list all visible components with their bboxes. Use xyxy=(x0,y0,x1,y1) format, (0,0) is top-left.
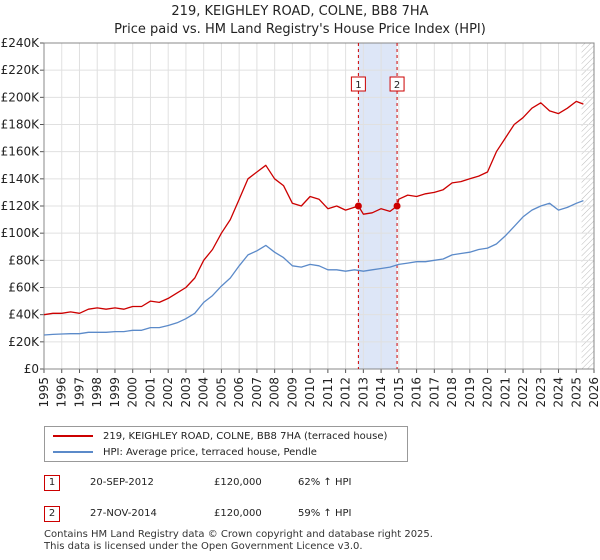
sale-row: 2 27-NOV-2014 £120,000 59% ↑ HPI xyxy=(44,505,464,523)
x-tick-label: 1995 xyxy=(37,377,51,408)
x-tick-label: 2006 xyxy=(232,377,246,408)
y-tick-label: £0 xyxy=(24,362,39,376)
x-tick-label: 2021 xyxy=(498,377,512,408)
legend-item-property: 219, KEIGHLEY ROAD, COLNE, BB8 7HA (terr… xyxy=(53,429,387,445)
legend-label-hpi: HPI: Average price, terraced house, Pend… xyxy=(103,447,317,458)
legend-label-property: 219, KEIGHLEY ROAD, COLNE, BB8 7HA (terr… xyxy=(103,431,388,442)
legend-swatch-property xyxy=(53,435,93,437)
legend-swatch-hpi xyxy=(53,451,93,453)
sale-price: £120,000 xyxy=(214,477,262,488)
footer-copyright: Contains HM Land Registry data © Crown c… xyxy=(44,529,433,540)
x-tick-label: 1997 xyxy=(72,377,86,408)
x-tick-label: 2009 xyxy=(285,377,299,408)
y-tick-label: £120K xyxy=(1,199,41,213)
x-tick-label: 2013 xyxy=(356,377,370,408)
y-tick-label: £220K xyxy=(1,63,41,77)
x-tick-label: 2022 xyxy=(516,377,530,408)
x-tick-label: 2020 xyxy=(481,377,495,408)
y-tick-label: £240K xyxy=(1,36,41,50)
y-tick-label: £200K xyxy=(1,90,41,104)
footer-licence: This data is licensed under the Open Gov… xyxy=(44,541,363,552)
y-tick-label: £140K xyxy=(1,172,41,186)
y-tick-label: £20K xyxy=(8,335,40,349)
sale-hpi-change: 59% ↑ HPI xyxy=(298,508,352,519)
x-tick-label: 1996 xyxy=(55,377,69,408)
sale-marker-label: 1 xyxy=(355,80,361,91)
property-price-line xyxy=(43,100,584,316)
x-tick-label: 2014 xyxy=(374,377,388,408)
y-tick-label: £180K xyxy=(1,118,41,132)
x-tick-label: 2005 xyxy=(214,377,228,408)
price-chart: £0 £20K £40K £60K £80K £100K £120K £140K £160K £1… xyxy=(1,36,600,408)
sale-marker-badge xyxy=(350,76,366,92)
sale-price: £120,000 xyxy=(214,508,262,519)
sale-marker-label: 2 xyxy=(394,80,400,91)
y-tick-label: £80K xyxy=(8,253,40,267)
x-tick-label: 2004 xyxy=(197,377,211,408)
x-tick-label: 2003 xyxy=(179,377,193,408)
sale-number-badge: 2 xyxy=(44,506,60,522)
plot-frame xyxy=(43,42,595,370)
sale-marker-badge xyxy=(389,76,405,92)
legend-item-hpi: HPI: Average price, terraced house, Pend… xyxy=(53,445,317,461)
x-tick-label: 2000 xyxy=(126,377,140,408)
x-tick-label: 2011 xyxy=(321,377,335,408)
y-tick-label: £40K xyxy=(8,308,40,322)
x-tick-label: 2026 xyxy=(587,377,600,408)
x-tick-label: 2015 xyxy=(392,377,406,408)
y-tick-label: £100K xyxy=(1,226,41,240)
x-tick-label: 2012 xyxy=(339,377,353,408)
x-tick-label: 1998 xyxy=(90,377,104,408)
sale-row: 1 20-SEP-2012 £120,000 62% ↑ HPI xyxy=(44,474,464,492)
x-tick-label: 2025 xyxy=(569,377,583,408)
sale-date: 20-SEP-2012 xyxy=(90,477,154,488)
hpi-line xyxy=(43,199,584,336)
chart-title: 219, KEIGHLEY ROAD, COLNE, BB8 7HA xyxy=(171,4,429,19)
x-tick-label: 1999 xyxy=(108,377,122,408)
sale-date: 27-NOV-2014 xyxy=(90,508,157,519)
y-tick-label: £60K xyxy=(8,281,40,295)
chart-subtitle: Price paid vs. HM Land Registry's House … xyxy=(114,22,486,37)
sale-number-badge: 1 xyxy=(44,475,60,491)
sale-hpi-change: 62% ↑ HPI xyxy=(298,477,352,488)
x-tick-label: 2010 xyxy=(303,377,317,408)
x-tick-label: 2018 xyxy=(445,377,459,408)
x-tick-label: 2016 xyxy=(410,377,424,408)
x-tick-label: 2024 xyxy=(552,377,566,408)
x-tick-label: 2008 xyxy=(268,377,282,408)
x-tick-label: 2023 xyxy=(534,377,548,408)
x-tick-label: 2019 xyxy=(463,377,477,408)
sale-point xyxy=(354,202,362,210)
y-tick-label: £160K xyxy=(1,145,41,159)
x-tick-label: 2007 xyxy=(250,377,264,408)
x-tick-label: 2002 xyxy=(161,377,175,408)
x-tick-label: 2017 xyxy=(427,377,441,408)
legend: 219, KEIGHLEY ROAD, COLNE, BB8 7HA (terr… xyxy=(44,426,408,462)
sale-point xyxy=(393,202,401,210)
x-tick-label: 2001 xyxy=(143,377,157,408)
